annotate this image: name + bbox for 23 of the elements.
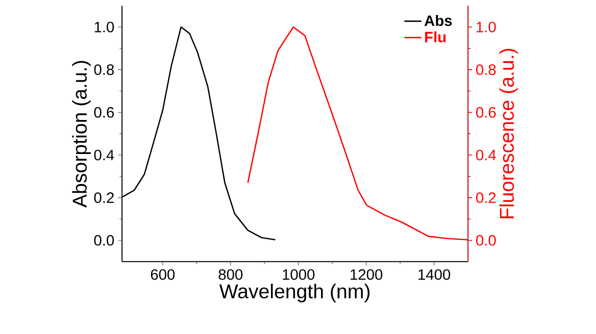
line-series <box>247 26 468 240</box>
x-tick-label: 1000 <box>282 269 314 280</box>
x-tick-label: 1400 <box>418 269 450 280</box>
x-tick-label: 800 <box>218 269 242 280</box>
y-axis-title: Absorption (a.u.) <box>72 61 91 208</box>
y2-tick-label: 0.0 <box>476 235 496 246</box>
y2-tick-label: 0.8 <box>476 64 496 75</box>
y-tick-label: 0.0 <box>94 235 114 246</box>
y2-tick-label: 0.4 <box>476 150 496 160</box>
y-tick-label: 0.4 <box>94 150 114 160</box>
y-tick-label: 0.8 <box>94 64 114 75</box>
legend-label: Abs <box>424 15 452 26</box>
y-tick-label: 0.2 <box>94 192 114 203</box>
y-tick-label: 1.0 <box>94 22 114 32</box>
x-axis-title: Wavelength (nm) <box>219 284 370 302</box>
y2-tick-label: 1.0 <box>476 22 496 32</box>
x-tick-label: 1200 <box>350 269 382 280</box>
y2-tick-label: 0.2 <box>476 192 496 203</box>
y2-axis-title: Fluorescence (a.u.) <box>499 48 518 218</box>
y-tick-label: 0.6 <box>94 107 114 118</box>
legend-label: Flu <box>425 31 446 42</box>
y2-tick-label: 0.6 <box>476 107 496 118</box>
x-tick-label: 600 <box>150 269 175 280</box>
